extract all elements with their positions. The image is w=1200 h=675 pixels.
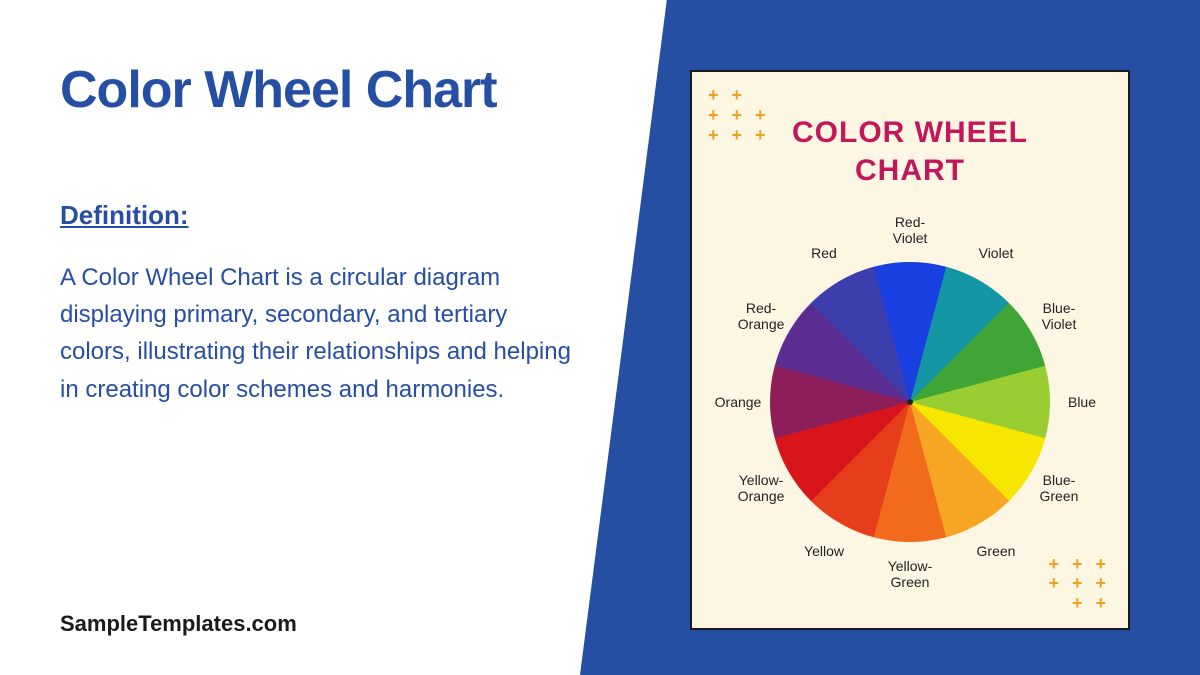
wheel-slice-label: Yellow [804, 543, 844, 559]
definition-heading: Definition: [60, 200, 590, 231]
wheel-slice-label: Violet [979, 245, 1014, 261]
color-wheel: Red-VioletVioletBlue-VioletBlueBlue-Gree… [770, 262, 1050, 542]
wheel-slice-label: Yellow-Green [888, 558, 933, 590]
wheel-slice-label: Orange [715, 394, 762, 410]
plus-icon-cluster-top-left: + ++ + ++ + + [708, 86, 770, 145]
wheel-slice-label: Red-Violet [893, 214, 928, 246]
wheel-slice-label: Yellow-Orange [738, 472, 785, 504]
footer-attribution: SampleTemplates.com [60, 611, 297, 637]
wheel-slice-label: Green [977, 543, 1016, 559]
text-column: Color Wheel Chart Definition: A Color Wh… [0, 0, 620, 675]
wheel-slice-label: Blue [1068, 394, 1096, 410]
color-wheel-card: + ++ + ++ + + COLOR WHEELCHART Red-Viole… [690, 70, 1130, 630]
plus-icon-cluster-bottom-right: + + ++ + ++ + [1048, 555, 1110, 614]
wheel-slice-label: Blue-Green [1039, 472, 1078, 504]
page-root: Color Wheel Chart Definition: A Color Wh… [0, 0, 1200, 675]
definition-body: A Color Wheel Chart is a circular diagra… [60, 259, 580, 408]
wheel-slice-label: Red [811, 245, 837, 261]
wheel-slice-label: Blue-Violet [1042, 300, 1077, 332]
wheel-slice-label: Red-Orange [738, 300, 785, 332]
wheel-center-dot [907, 399, 913, 405]
page-title: Color Wheel Chart [60, 60, 590, 120]
